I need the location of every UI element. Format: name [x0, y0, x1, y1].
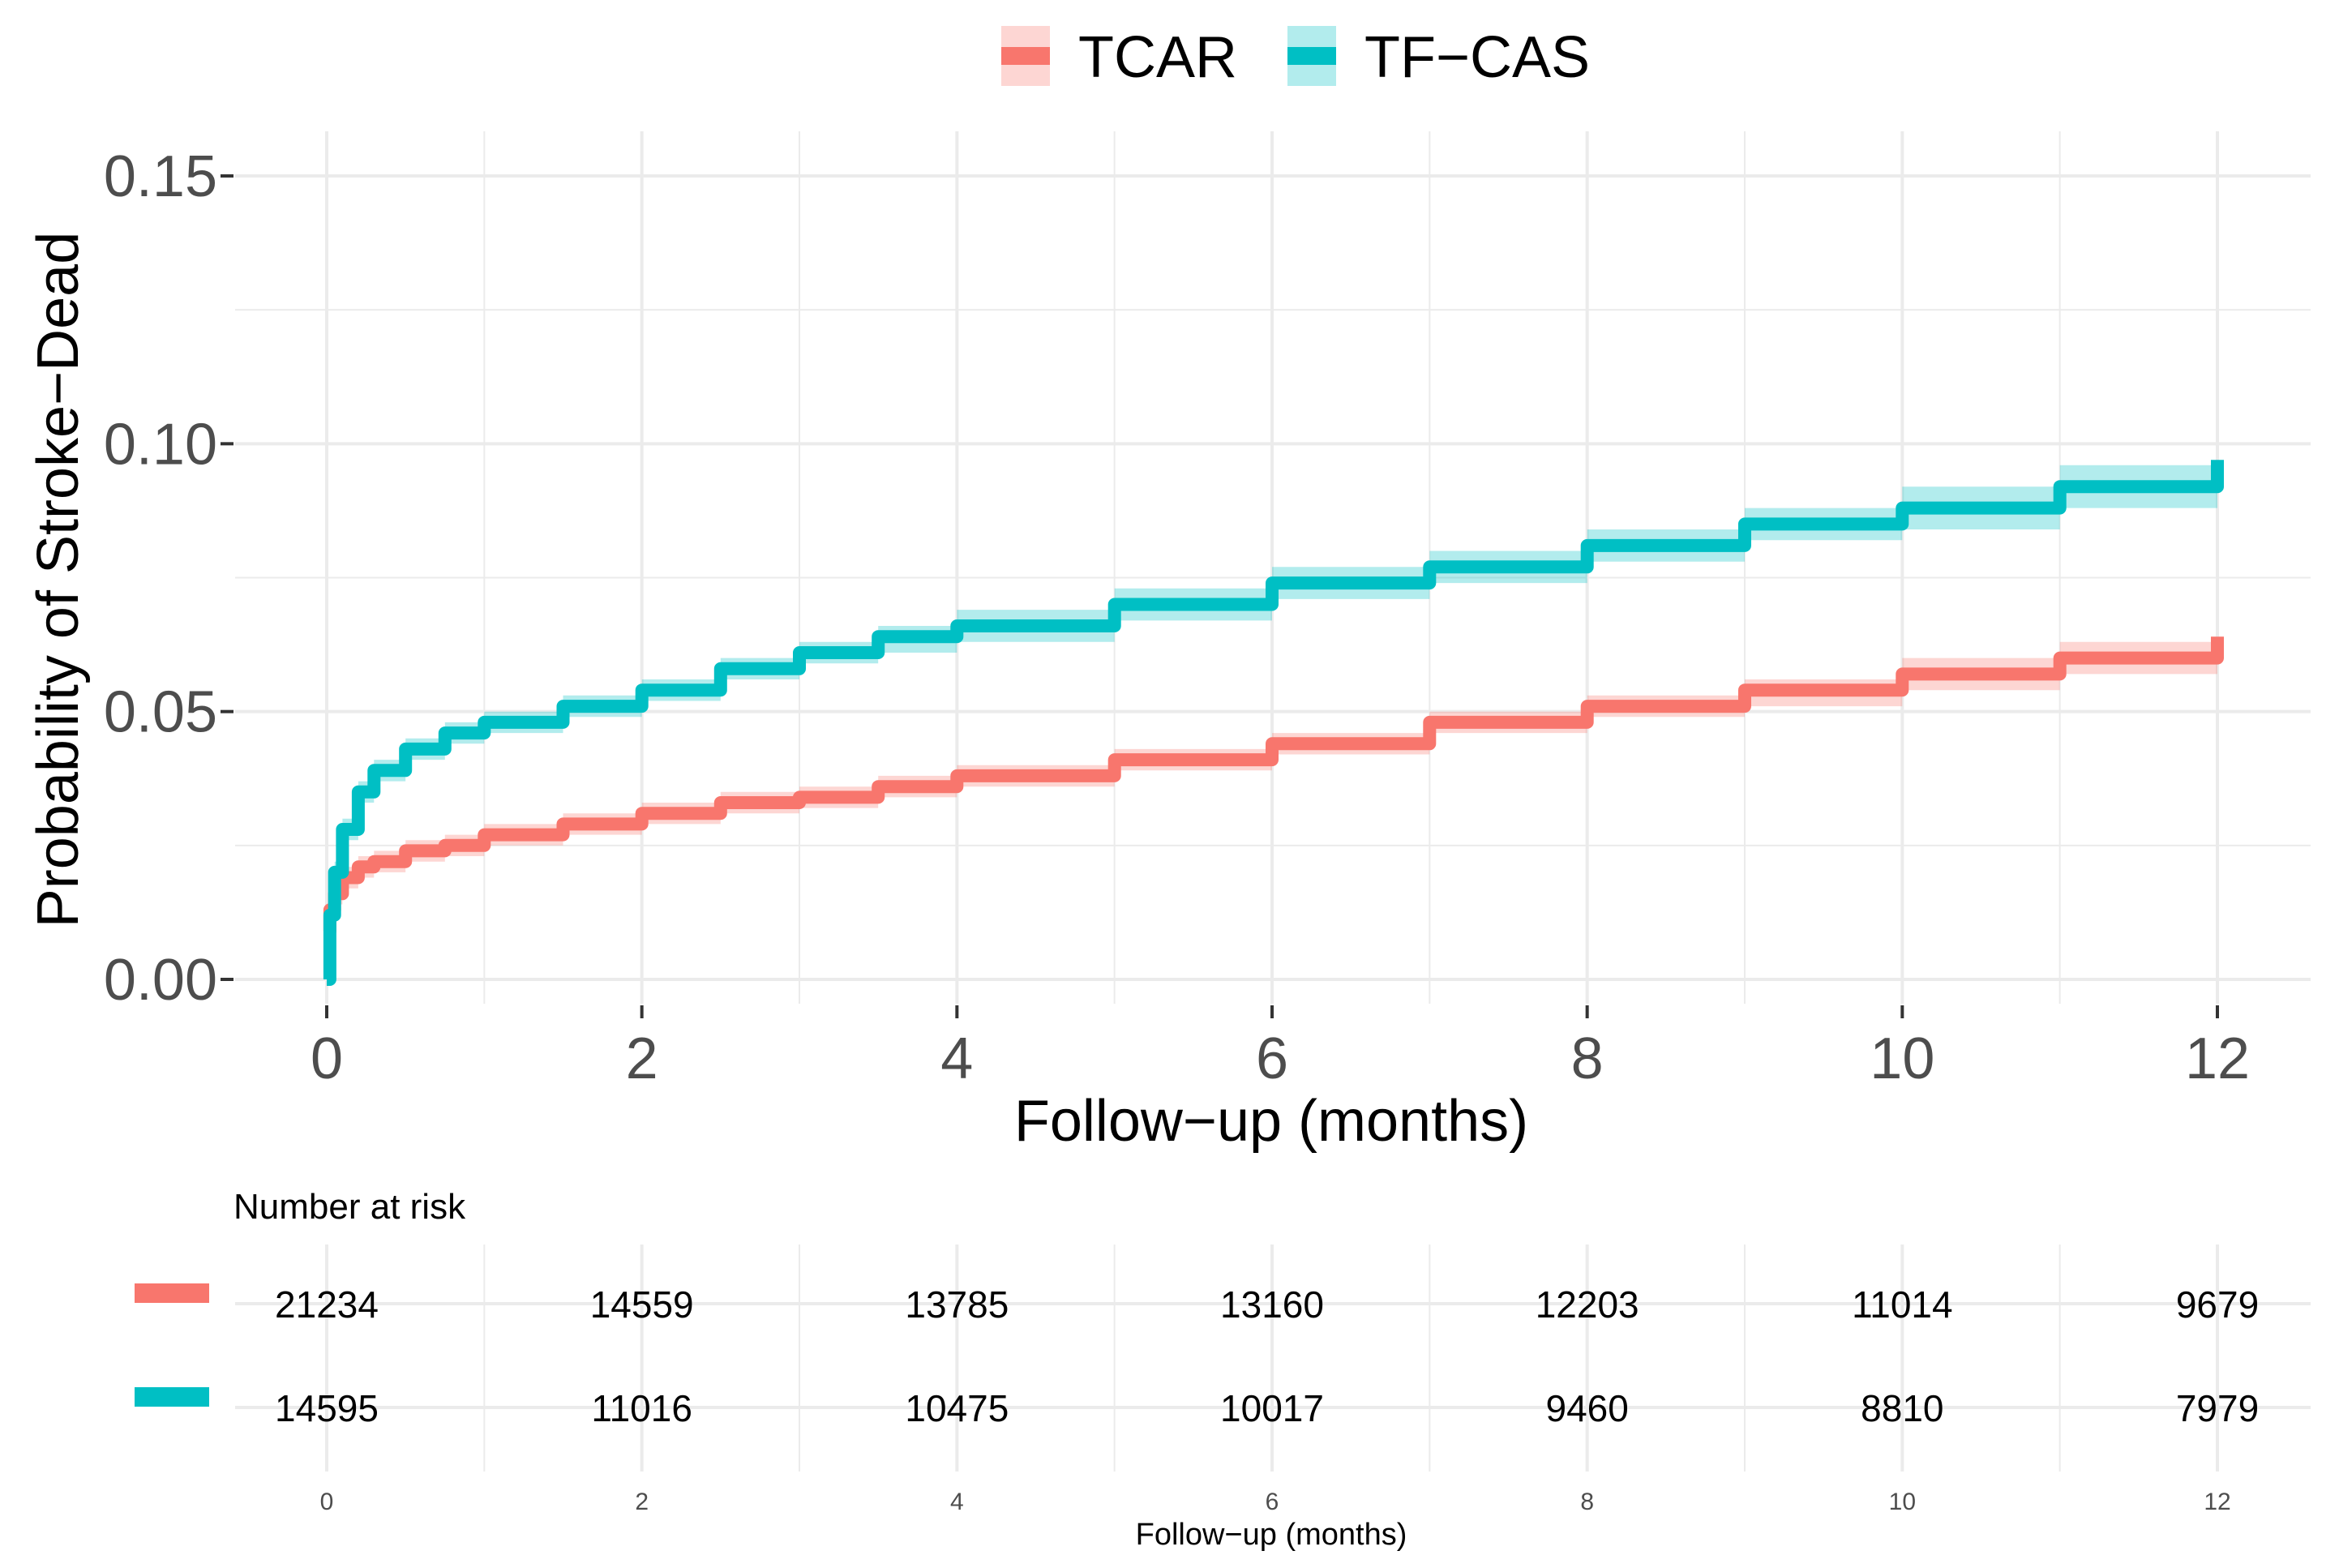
y-axis-title: Probability of Stroke−Dead — [26, 232, 91, 928]
risk-x-tick-label-3: 6 — [1266, 1489, 1279, 1515]
legend-label-tcar: TCAR — [1078, 25, 1237, 90]
risk-cell-tfcas-0: 14595 — [275, 1387, 379, 1429]
risk-table-title: Number at risk — [233, 1187, 466, 1227]
risk-x-tick-label-0: 0 — [320, 1489, 334, 1515]
x-tick-label-1: 2 — [626, 1026, 658, 1091]
x-tick-label-0: 0 — [311, 1026, 343, 1091]
risk-cell-tfcas-6: 10017 — [1220, 1387, 1324, 1429]
risk-x-tick-label-2: 4 — [950, 1489, 964, 1515]
risk-cell-tfcas-2: 11016 — [591, 1387, 692, 1429]
risk-x-tick-label-6: 12 — [2204, 1489, 2230, 1515]
risk-x-tick-label-5: 10 — [1889, 1489, 1916, 1515]
legend-key-tfcas-line — [1287, 47, 1336, 65]
risk-cell-tfcas-12: 7979 — [2176, 1387, 2259, 1429]
x-tick-label-4: 8 — [1571, 1026, 1604, 1091]
x-axis-title: Follow−up (months) — [1014, 1089, 1528, 1154]
series-lines — [323, 460, 2224, 986]
risk-cell-tfcas-10: 8810 — [1861, 1387, 1943, 1429]
x-tick-label-6: 12 — [2185, 1026, 2250, 1091]
risk-cell-tcar-0: 21234 — [275, 1283, 379, 1326]
y-axis: 0.00 0.05 0.10 0.15 — [104, 144, 233, 1013]
x-tick-label-5: 10 — [1870, 1026, 1934, 1091]
risk-cell-tcar-10: 11014 — [1852, 1283, 1953, 1326]
legend-key-tcar-line — [1001, 47, 1050, 65]
risk-table-x-axis-title: Follow−up (months) — [1136, 1518, 1407, 1552]
risk-x-tick-label-1: 2 — [635, 1489, 649, 1515]
risk-table-x-axis: 0 2 4 6 8 10 12 — [320, 1489, 2231, 1515]
risk-table: 21234 14559 13785 13160 12203 11014 9679 14595 1… — [275, 1283, 2259, 1429]
risk-cell-tcar-6: 13160 — [1220, 1283, 1324, 1326]
x-tick-label-3: 6 — [1256, 1026, 1288, 1091]
series-line-tfcas — [323, 460, 2224, 986]
risk-row-key-tfcas — [135, 1387, 209, 1407]
risk-cell-tfcas-8: 9460 — [1545, 1387, 1628, 1429]
x-axis: 0 2 4 6 8 10 12 — [311, 1005, 2250, 1091]
risk-table-grid — [235, 1245, 2311, 1472]
risk-cell-tcar-2: 14559 — [590, 1283, 694, 1326]
legend-label-tfcas: TF−CAS — [1364, 25, 1590, 90]
risk-x-tick-label-4: 8 — [1580, 1489, 1594, 1515]
risk-cell-tfcas-4: 10475 — [905, 1387, 1009, 1429]
confidence-band-tfcas — [327, 438, 2217, 979]
risk-row-key-tcar — [135, 1283, 209, 1303]
risk-cell-tcar-4: 13785 — [905, 1283, 1009, 1326]
risk-cell-tcar-12: 9679 — [2176, 1283, 2259, 1326]
legend: TCAR TF−CAS — [1001, 25, 1590, 90]
x-tick-label-2: 4 — [940, 1026, 973, 1091]
y-tick-label-2: 0.10 — [104, 412, 217, 477]
series-line-tcar — [323, 636, 2224, 938]
y-tick-label-0: 0.00 — [104, 948, 217, 1013]
risk-cell-tcar-8: 12203 — [1536, 1283, 1639, 1326]
y-tick-label-1: 0.05 — [104, 680, 217, 745]
y-tick-label-3: 0.15 — [104, 144, 217, 209]
